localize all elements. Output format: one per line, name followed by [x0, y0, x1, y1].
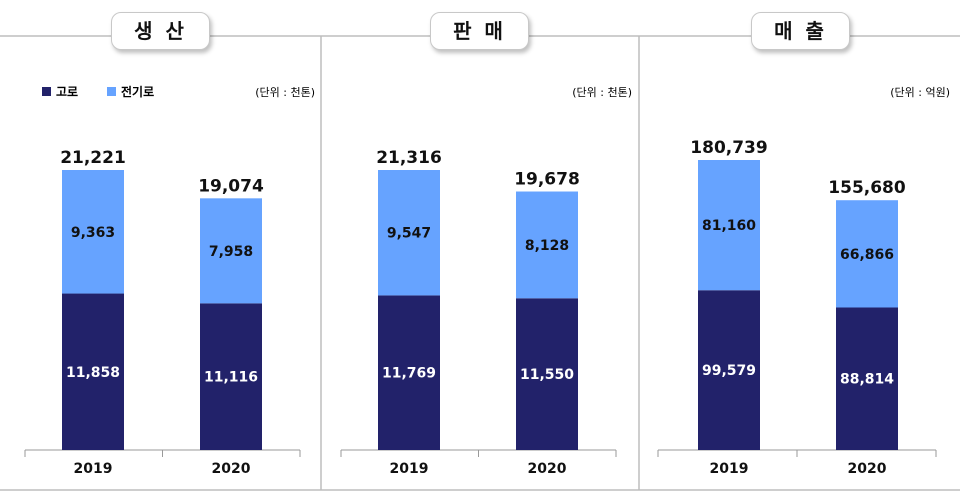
total-label: 21,221	[60, 148, 126, 168]
data-label-electric-furnace: 7,958	[209, 244, 253, 260]
legend-swatch-blast-furnace	[42, 87, 51, 96]
bar-electric-furnace	[516, 191, 578, 299]
category-label: 2019	[710, 461, 749, 477]
data-label-blast-furnace: 11,858	[66, 365, 120, 381]
bar-electric-furnace	[836, 200, 898, 308]
category-label: 2020	[212, 461, 251, 477]
unit-note: (단위 : 억원)	[890, 86, 950, 99]
legend-swatch-electric-furnace	[107, 87, 116, 96]
data-label-blast-furnace: 99,579	[702, 363, 756, 379]
data-label-blast-furnace: 11,116	[204, 370, 258, 386]
total-label: 155,680	[828, 178, 906, 198]
bar-blast-furnace	[62, 293, 124, 450]
total-label: 19,678	[514, 170, 580, 190]
data-label-electric-furnace: 8,128	[525, 238, 569, 254]
category-label: 2019	[390, 461, 429, 477]
bar-electric-furnace	[698, 160, 760, 291]
panel-title-sales: 판 매	[430, 12, 529, 50]
total-label: 19,074	[198, 176, 264, 196]
bar-blast-furnace	[698, 290, 760, 450]
data-label-electric-furnace: 9,363	[71, 225, 115, 241]
data-label-electric-furnace: 81,160	[702, 218, 756, 234]
category-label: 2020	[848, 461, 887, 477]
bar-blast-furnace	[200, 303, 262, 450]
total-label: 21,316	[376, 148, 442, 168]
category-label: 2020	[528, 461, 567, 477]
data-label-electric-furnace: 9,547	[387, 226, 431, 242]
bar-blast-furnace	[836, 307, 898, 450]
panel-title-production: 생 산	[111, 12, 210, 50]
legend-label-electric-furnace: 전기로	[121, 84, 154, 99]
bar-electric-furnace	[378, 170, 440, 296]
panel-title-revenue: 매 출	[751, 12, 850, 50]
bar-electric-furnace	[200, 198, 262, 304]
data-label-blast-furnace: 11,769	[382, 366, 436, 382]
total-label: 180,739	[690, 138, 767, 158]
unit-note: (단위 : 천톤)	[255, 85, 315, 99]
bar-blast-furnace	[516, 298, 578, 450]
bar-electric-furnace	[62, 170, 124, 294]
unit-note: (단위 : 천톤)	[572, 85, 632, 99]
data-label-blast-furnace: 88,814	[840, 372, 894, 388]
data-label-electric-furnace: 66,866	[840, 247, 894, 263]
bar-blast-furnace	[378, 295, 440, 450]
category-label: 2019	[74, 461, 113, 477]
legend-label-blast-furnace: 고로	[56, 85, 78, 99]
data-label-blast-furnace: 11,550	[520, 367, 574, 383]
